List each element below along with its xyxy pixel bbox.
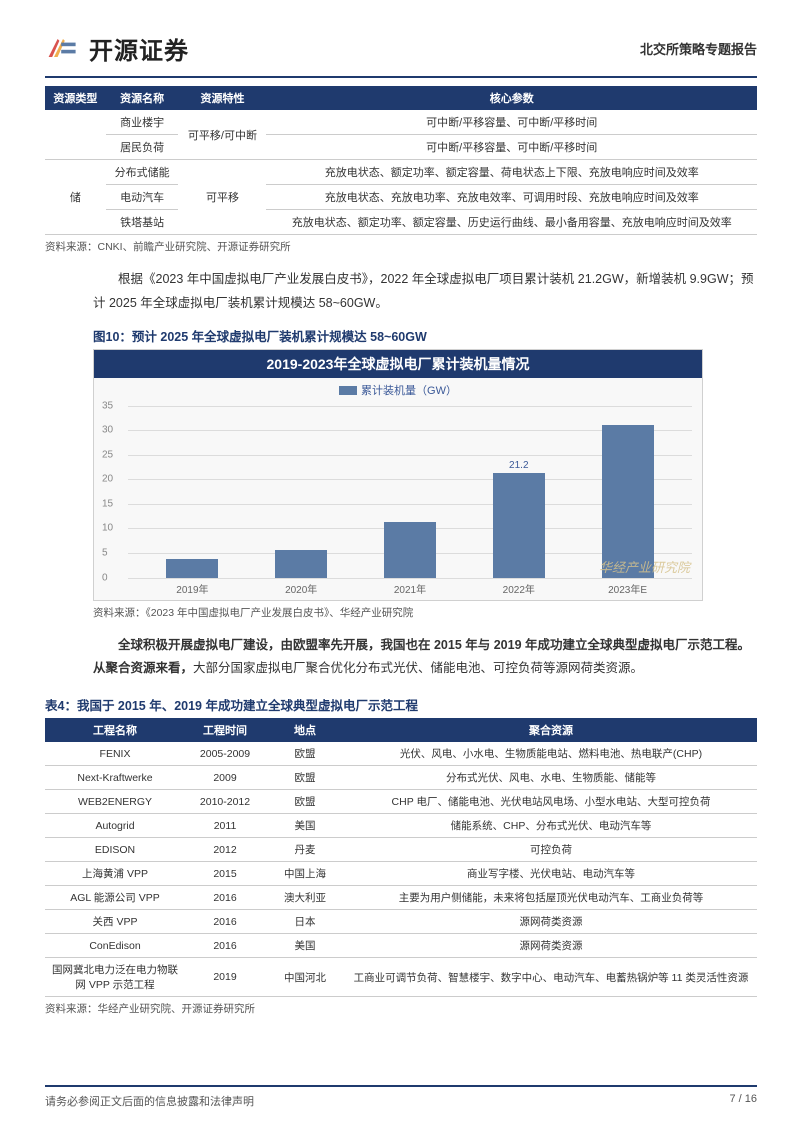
table-row: 铁塔基站充放电状态、额定功率、额定容量、历史运行曲线、最小备用容量、充放电响应时… bbox=[45, 210, 757, 235]
company-logo-icon bbox=[45, 30, 81, 66]
table-row: 储分布式储能可平移充放电状态、额定功率、额定容量、荷电状态上下限、充放电响应时间… bbox=[45, 160, 757, 185]
chart-plot-area: 0510152025303521.2 2019年2020年2021年2022年2… bbox=[94, 400, 702, 600]
table4-title: 表4：我国于 2015 年、2019 年成功建立全球典型虚拟电厂示范工程 bbox=[45, 695, 757, 714]
table-row: ConEdison2016美国源网荷类资源 bbox=[45, 934, 757, 958]
table-header-row: 资源类型 资源名称 资源特性 核心参数 bbox=[45, 86, 757, 110]
fig10-source: 资料来源：《2023 年中国虚拟电厂产业发展白皮书》、华经产业研究院 bbox=[93, 605, 757, 620]
table1-source: 资料来源：CNKI、前瞻产业研究院、开源证券研究所 bbox=[45, 239, 757, 254]
table-row: EDISON2012丹麦可控负荷 bbox=[45, 838, 757, 862]
bar-item: 21.2 bbox=[489, 460, 549, 577]
paragraph-1: 根据《2023 年中国虚拟电厂产业发展白皮书》，2022 年全球虚拟电厂项目累计… bbox=[93, 268, 757, 316]
fig10-chart: 2019-2023年全球虚拟电厂累计装机量情况 累计装机量（GW） 051015… bbox=[93, 349, 703, 601]
col-project: 工程名称 bbox=[45, 718, 185, 742]
table-row: 电动汽车充放电状态、充放电功率、充放电效率、可调用时段、充放电响应时间及效率 bbox=[45, 185, 757, 210]
col-param: 核心参数 bbox=[266, 86, 757, 110]
table-row: 关西 VPP2016日本源网荷类资源 bbox=[45, 910, 757, 934]
bar-item bbox=[162, 559, 222, 578]
col-resources: 聚合资源 bbox=[345, 718, 757, 742]
table-row: FENIX2005-2009欧盟光伏、风电、小水电、生物质能电站、燃料电池、热电… bbox=[45, 742, 757, 766]
col-time: 工程时间 bbox=[185, 718, 265, 742]
para2-rest: 大部分国家虚拟电厂聚合优化分布式光伏、储能电池、可控负荷等源网荷类资源。 bbox=[193, 661, 643, 675]
chart-legend: 累计装机量（GW） bbox=[94, 378, 702, 400]
report-type: 北交所策略专题报告 bbox=[640, 39, 757, 58]
bar-item bbox=[380, 522, 440, 578]
company-logo-block: 开源证券 bbox=[45, 30, 189, 66]
table-row: 商业楼宇可平移/可中断可中断/平移容量、可中断/平移时间 bbox=[45, 110, 757, 135]
col-location: 地点 bbox=[265, 718, 345, 742]
page-header: 开源证券 北交所策略专题报告 bbox=[45, 30, 757, 78]
legend-swatch bbox=[339, 386, 357, 395]
resource-table: 资源类型 资源名称 资源特性 核心参数 商业楼宇可平移/可中断可中断/平移容量、… bbox=[45, 86, 757, 235]
table-row: 居民负荷可中断/平移容量、可中断/平移时间 bbox=[45, 135, 757, 160]
table-row: WEB2ENERGY2010-2012欧盟CHP 电厂、储能电池、光伏电站风电场… bbox=[45, 790, 757, 814]
table-row: 上海黄浦 VPP2015中国上海商业写字楼、光伏电站、电动汽车等 bbox=[45, 862, 757, 886]
bar-item bbox=[271, 550, 331, 578]
x-axis-labels: 2019年2020年2021年2022年2023年E bbox=[128, 581, 692, 596]
page-footer: 请务必参阅正文后面的信息披露和法律声明 7 / 16 bbox=[45, 1085, 757, 1109]
vpp-projects-table: 工程名称 工程时间 地点 聚合资源 FENIX2005-2009欧盟光伏、风电、… bbox=[45, 718, 757, 997]
bar-item bbox=[598, 425, 658, 578]
table-row: 国网冀北电力泛在电力物联网 VPP 示范工程2019中国河北工商业可调节负荷、智… bbox=[45, 958, 757, 997]
paragraph-2: 全球积极开展虚拟电厂建设，由欧盟率先开展，我国也在 2015 年与 2019 年… bbox=[93, 634, 757, 682]
col-type: 资源类型 bbox=[45, 86, 106, 110]
fig10-label: 图10：预计 2025 年全球虚拟电厂装机累计规模达 58~60GW bbox=[93, 326, 757, 345]
col-trait: 资源特性 bbox=[178, 86, 266, 110]
footer-pagenum: 7 / 16 bbox=[729, 1093, 757, 1109]
company-name: 开源证券 bbox=[89, 31, 189, 66]
chart-watermark: 华经产业研究院 bbox=[599, 557, 690, 576]
table4-source: 资料来源：华经产业研究院、开源证券研究所 bbox=[45, 1001, 757, 1016]
legend-text: 累计装机量（GW） bbox=[361, 385, 457, 397]
chart-title: 2019-2023年全球虚拟电厂累计装机量情况 bbox=[94, 350, 702, 378]
table-row: Autogrid2011美国储能系统、CHP、分布式光伏、电动汽车等 bbox=[45, 814, 757, 838]
col-name: 资源名称 bbox=[106, 86, 179, 110]
table-row: Next-Kraftwerke2009欧盟分布式光伏、风电、水电、生物质能、储能… bbox=[45, 766, 757, 790]
footer-disclaimer: 请务必参阅正文后面的信息披露和法律声明 bbox=[45, 1093, 254, 1109]
table-header-row: 工程名称 工程时间 地点 聚合资源 bbox=[45, 718, 757, 742]
table-row: AGL 能源公司 VPP2016澳大利亚主要为用户侧储能，未来将包括屋顶光伏电动… bbox=[45, 886, 757, 910]
